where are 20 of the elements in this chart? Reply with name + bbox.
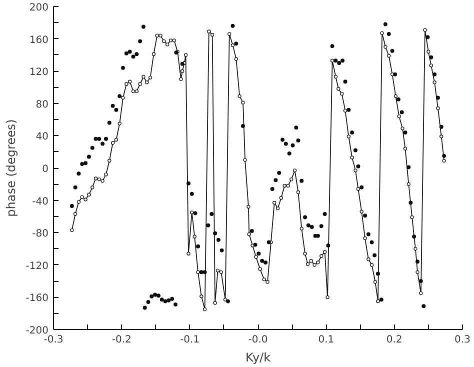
x-tick-label: -0.0	[248, 334, 268, 346]
y-tick-label: -120	[26, 260, 49, 272]
y-tick-label: 0	[42, 164, 49, 175]
y-tick-label: 80	[36, 99, 49, 110]
x-tick-label: -0.1	[180, 334, 200, 346]
x-tick-label: 0.3	[454, 334, 470, 346]
y-tick-label: 40	[36, 132, 49, 143]
y-tick-label: -200	[26, 326, 49, 336]
x-tick-label: -0.2	[112, 334, 132, 346]
x-tick-label: -0.3	[44, 334, 64, 346]
y-tick-label: -40	[32, 196, 49, 208]
x-tick-label: 0.2	[386, 334, 402, 346]
y-tick-label: 120	[29, 67, 49, 78]
x-axis-title: Ky/k	[245, 350, 271, 364]
y-tick-label: 160	[29, 34, 49, 46]
y-tick-label: -160	[26, 293, 49, 304]
y-tick-label: -80	[32, 228, 49, 240]
y-axis-title: phase (degrees)	[4, 119, 18, 217]
y-tick-label: 200	[29, 2, 49, 14]
x-tick-label: 0.1	[318, 334, 334, 346]
